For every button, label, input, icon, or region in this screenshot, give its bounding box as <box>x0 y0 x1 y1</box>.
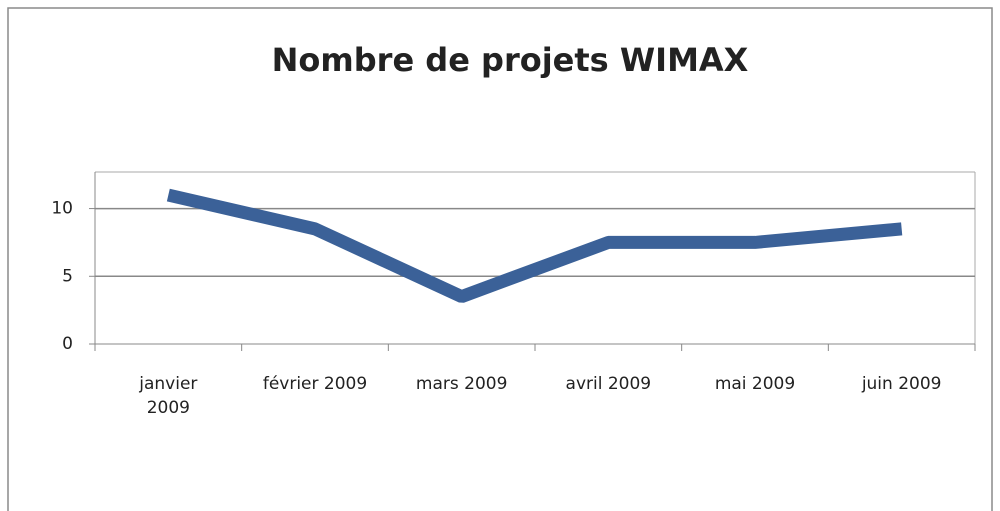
x-tick-label: mai 2009 <box>714 374 796 394</box>
chart-border <box>7 7 993 511</box>
x-tick-label: avril 2009 <box>565 374 652 394</box>
chart-title: Nombre de projets WIMAX <box>272 41 749 79</box>
x-tick-label: février 2009 <box>262 374 368 394</box>
data-line <box>166 188 903 303</box>
x-tick-label: mars 2009 <box>415 374 508 394</box>
x-tick-label: juin 2009 <box>861 374 942 394</box>
x-tick-label: janvier 2009 <box>139 374 198 418</box>
y-tick-label: 5 <box>62 266 73 286</box>
y-tick-label: 10 <box>51 199 73 219</box>
y-tick-label: 0 <box>62 334 73 354</box>
